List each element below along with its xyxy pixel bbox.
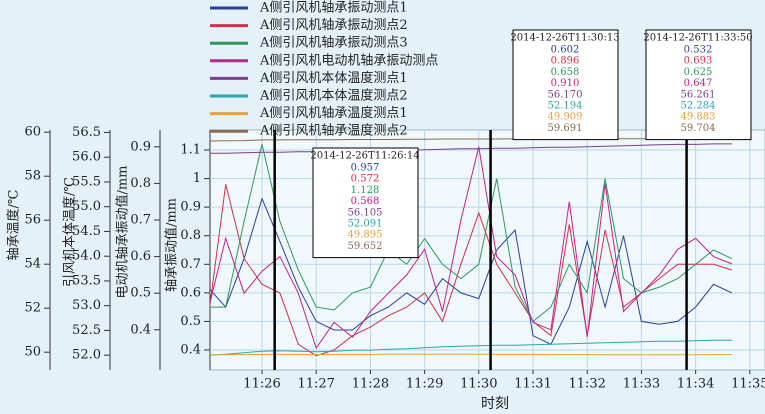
y-tick-label: 53.5 xyxy=(72,273,101,288)
tooltip-value: 56.261 xyxy=(681,89,716,100)
tooltip-value: 0.602 xyxy=(551,45,580,56)
y-tick-label: 52.5 xyxy=(72,323,101,338)
y-tick-label: 52.0 xyxy=(72,348,101,363)
tooltip-value: 56.105 xyxy=(348,207,383,218)
x-tick-label: 11:28 xyxy=(352,377,389,392)
y-tick-label: 0.7 xyxy=(130,213,151,228)
tooltip-value: 52.284 xyxy=(681,101,716,112)
tooltip-value: 49.883 xyxy=(681,112,716,123)
tooltip-value: 0.896 xyxy=(551,56,580,67)
x-tick-label: 11:33 xyxy=(623,377,660,392)
series-line xyxy=(210,144,733,323)
plot-area xyxy=(209,129,765,371)
y-tick-label: 0.5 xyxy=(130,286,151,301)
x-tick-label: 11:35 xyxy=(731,377,765,392)
tooltip: 2014-12-26T11:33:500.5320.6930.6250.6475… xyxy=(643,29,753,141)
tooltip-value: 0.625 xyxy=(684,67,713,78)
tooltip-time: 2014-12-26T11:30:13 xyxy=(510,33,619,44)
tooltip-time: 2014-12-26T11:26:14 xyxy=(310,151,419,162)
tooltip-value: 52.194 xyxy=(548,101,583,112)
y-axis-title: 电动机轴承振动值/mm xyxy=(115,165,131,298)
tooltip-box xyxy=(645,29,752,141)
tooltip: 2014-12-26T11:30:130.6020.8960.6580.9105… xyxy=(510,29,620,141)
x-tick-label: 11:31 xyxy=(514,377,551,392)
tooltip-value: 0.647 xyxy=(684,78,713,89)
tooltip-value: 0.568 xyxy=(351,196,380,207)
tooltip-time: 2014-12-26T11:33:50 xyxy=(643,33,752,44)
tooltip: 2014-12-26T11:26:140.9570.5721.1280.5685… xyxy=(310,147,420,259)
y-tick-label: 1 xyxy=(193,171,201,186)
y-tick-label: 0.7 xyxy=(180,257,201,272)
legend-label: A侧引风机轴承振动测点3 xyxy=(259,36,408,51)
x-tick-label: 11:34 xyxy=(677,377,714,392)
x-tick-label: 11:32 xyxy=(568,377,605,392)
y-tick-label: 0.6 xyxy=(180,285,201,300)
tooltip-value: 49.895 xyxy=(348,230,383,241)
tooltip-value: 0.957 xyxy=(351,163,380,174)
x-tick-label: 11:27 xyxy=(297,377,334,392)
tooltip-value: 59.652 xyxy=(348,241,383,252)
legend-label: A侧引风机轴承振动测点2 xyxy=(259,18,408,33)
tooltip-value: 56.170 xyxy=(548,89,583,100)
tooltip-value: 0.693 xyxy=(684,56,713,67)
series-line xyxy=(210,339,732,356)
y-axis-title: 引风机本体温度/℃ xyxy=(62,177,78,287)
y-tick-label: 56.5 xyxy=(72,125,101,140)
legend-label: A侧引风机轴承温度测点1 xyxy=(259,105,408,121)
y-tick-label: 50 xyxy=(24,345,41,360)
y-tick-label: 52 xyxy=(24,301,41,316)
series-line xyxy=(210,353,732,356)
y-tick-label: 54 xyxy=(24,257,41,272)
tooltip-value: 0.910 xyxy=(551,78,580,89)
tooltip-value: 0.572 xyxy=(351,174,380,185)
legend-label: A侧引风机本体温度测点2 xyxy=(259,88,408,104)
y-tick-label: 58 xyxy=(24,169,41,184)
y-tick-label: 56 xyxy=(24,213,41,228)
tooltip-box xyxy=(312,147,419,259)
y-tick-label: 0.5 xyxy=(180,314,201,329)
y-tick-label: 54.5 xyxy=(72,224,101,239)
legend-label: A侧引风机轴承温度测点2 xyxy=(259,123,408,139)
y-tick-label: 54.0 xyxy=(72,249,101,264)
y-tick-label: 0.4 xyxy=(180,343,201,358)
y-tick-label: 53.0 xyxy=(72,298,101,313)
tooltip-value: 59.704 xyxy=(681,123,716,134)
tooltip-value: 0.532 xyxy=(684,45,713,56)
y-tick-label: 0.8 xyxy=(130,176,151,191)
y-tick-label: 1.1 xyxy=(180,143,201,158)
y-tick-label: 56.0 xyxy=(72,150,101,165)
tooltip-value: 59.691 xyxy=(548,123,583,134)
y-axis-title: 轴承温度/℃ xyxy=(6,190,22,261)
y-tick-label: 0.4 xyxy=(130,322,151,337)
series-line xyxy=(210,143,732,154)
y-axis-title: 轴承振动值/mm xyxy=(164,198,180,292)
x-tick-label: 11:26 xyxy=(243,377,280,392)
series-line xyxy=(210,146,733,350)
y-tick-label: 0.6 xyxy=(130,249,151,264)
x-tick-label: 11:29 xyxy=(406,377,443,392)
y-tick-label: 60 xyxy=(24,125,41,140)
y-tick-label: 55.5 xyxy=(72,174,101,189)
y-tick-label: 0.9 xyxy=(180,200,201,215)
legend-label: A侧引风机轴承振动测点1 xyxy=(259,1,408,16)
y-tick-label: 0.8 xyxy=(180,228,201,243)
x-axis-title: 时刻 xyxy=(481,396,509,412)
series-line xyxy=(210,137,732,142)
tooltip-box xyxy=(512,29,619,141)
y-tick-label: 0.9 xyxy=(130,139,151,154)
x-tick-label: 11:30 xyxy=(460,377,497,392)
tooltip-value: 1.128 xyxy=(351,185,380,196)
tooltip-value: 52.091 xyxy=(348,219,383,230)
legend-label: A侧引风机电动机轴承振动测点 xyxy=(259,53,438,68)
tooltip-value: 0.658 xyxy=(551,67,580,78)
y-tick-label: 55.0 xyxy=(72,199,101,214)
legend-label: A侧引风机本体温度测点1 xyxy=(259,70,408,86)
tooltip-value: 49.909 xyxy=(548,112,583,123)
series-line xyxy=(210,197,733,345)
